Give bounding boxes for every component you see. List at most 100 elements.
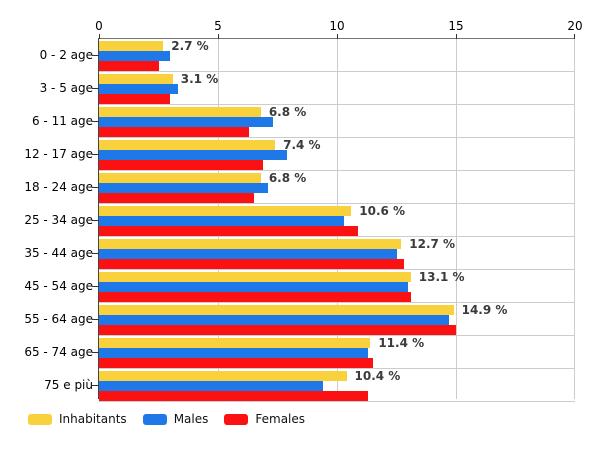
bar-females — [99, 325, 456, 335]
bar-inhabitants — [99, 173, 261, 183]
inhabitants-swatch-icon — [28, 413, 52, 425]
y-axis-tick — [92, 154, 99, 155]
y-axis-tick — [92, 121, 99, 122]
value-label: 10.6 % — [359, 204, 406, 218]
x-axis-label: 0 — [95, 19, 103, 33]
bar-males — [99, 51, 171, 61]
category-label: 25 - 34 age — [24, 213, 93, 227]
bar-males — [99, 315, 449, 325]
bar-females — [99, 61, 159, 71]
x-axis-tick — [218, 34, 219, 39]
bar-inhabitants — [99, 239, 402, 249]
males-swatch-icon — [142, 413, 167, 425]
bar-females — [99, 226, 359, 236]
value-label: 2.7 % — [171, 39, 209, 53]
females-swatch-icon — [224, 413, 249, 425]
category-label: 55 - 64 age — [24, 312, 93, 326]
y-axis-tick — [92, 352, 99, 353]
y-axis-tick — [92, 253, 99, 254]
plot-area: 0 5 10 15 20 0 - 2 age 2.7 % 3 - 5 age 3.1 % 6 - … — [24, 19, 583, 402]
category-label: 3 - 5 age — [39, 81, 93, 95]
x-axis-label: 20 — [567, 19, 583, 33]
chart-row: 75 e più 10.4 % — [44, 369, 575, 402]
y-axis-tick — [92, 88, 99, 89]
category-label: 65 - 74 age — [24, 345, 93, 359]
legend-label: Males — [173, 412, 209, 426]
legend-item-inhabitants: Inhabitants — [28, 412, 127, 426]
chart-row: 0 - 2 age 2.7 % — [40, 39, 575, 72]
chart-row: 35 - 44 age 12.7 % — [24, 237, 575, 270]
bar-females — [99, 193, 254, 203]
legend-label: Females — [255, 412, 306, 426]
bar-males — [99, 381, 323, 391]
value-label: 6.8 % — [268, 105, 307, 119]
y-axis-tick — [92, 385, 99, 386]
chart-row: 25 - 34 age 10.6 % — [24, 204, 575, 237]
bar-males — [99, 249, 397, 259]
chart-row: 18 - 24 age 6.8 % — [24, 171, 575, 204]
bar-males — [99, 150, 288, 160]
bar-inhabitants — [99, 206, 352, 216]
bar-inhabitants — [99, 305, 454, 315]
legend-label: Inhabitants — [59, 412, 127, 426]
value-label: 14.9 % — [461, 303, 508, 317]
value-label: 13.1 % — [418, 270, 465, 284]
y-axis-tick — [92, 220, 99, 221]
bar-females — [99, 160, 264, 170]
x-axis-tick — [574, 34, 575, 39]
bar-inhabitants — [99, 338, 371, 348]
chart-row: 6 - 11 age 6.8 % — [32, 105, 575, 138]
value-label: 3.1 % — [180, 72, 219, 86]
bar-males — [99, 216, 345, 226]
chart-row: 65 - 74 age 11.4 % — [24, 336, 575, 369]
legend-item-females: Females — [224, 412, 305, 426]
bar-inhabitants — [99, 371, 347, 381]
x-axis-tick — [456, 34, 457, 39]
bar-females — [99, 127, 249, 137]
category-label: 0 - 2 age — [39, 48, 93, 62]
bar-females — [99, 391, 368, 401]
category-label: 18 - 24 age — [24, 180, 93, 194]
chart-row: 45 - 54 age 13.1 % — [24, 270, 575, 303]
value-label: 7.4 % — [283, 138, 321, 152]
value-label: 6.8 % — [268, 171, 307, 185]
value-label: 11.4 % — [378, 336, 425, 350]
value-label: 10.4 % — [354, 369, 401, 383]
x-axis-tick — [337, 34, 338, 39]
x-gridline — [456, 39, 457, 399]
x-axis-label: 15 — [448, 19, 464, 33]
bar-males — [99, 84, 178, 94]
bar-females — [99, 259, 404, 269]
x-axis-tick — [99, 34, 100, 39]
y-axis-tick — [92, 55, 99, 56]
bar-males — [99, 183, 268, 193]
bar-inhabitants — [99, 107, 261, 117]
bar-inhabitants — [99, 140, 276, 150]
category-label: 12 - 17 age — [24, 147, 93, 161]
chart-row: 12 - 17 age 7.4 % — [24, 138, 575, 171]
bar-males — [99, 348, 368, 358]
bar-inhabitants — [99, 74, 173, 84]
category-label: 75 e più — [44, 378, 93, 392]
category-label: 6 - 11 age — [31, 114, 93, 128]
bar-females — [99, 292, 411, 302]
bar-males — [99, 117, 273, 127]
x-axis-label: 5 — [214, 19, 222, 33]
y-axis-tick — [92, 286, 99, 287]
value-label: 12.7 % — [409, 237, 456, 251]
bar-inhabitants — [99, 272, 411, 282]
y-axis-tick — [92, 187, 99, 188]
chart-row: 55 - 64 age 14.9 % — [24, 303, 575, 336]
bar-females — [99, 358, 373, 368]
y-axis-tick — [92, 319, 99, 320]
category-label: 35 - 44 age — [24, 246, 93, 260]
chart-row: 3 - 5 age 3.1 % — [40, 72, 575, 105]
bar-males — [99, 282, 409, 292]
legend-item-males: Males — [142, 412, 209, 426]
bar-inhabitants — [99, 41, 164, 51]
x-axis-label: 10 — [329, 19, 345, 33]
chart-legend: Inhabitants Males Females — [28, 412, 321, 426]
bar-females — [99, 94, 171, 104]
x-gridline — [574, 39, 575, 399]
